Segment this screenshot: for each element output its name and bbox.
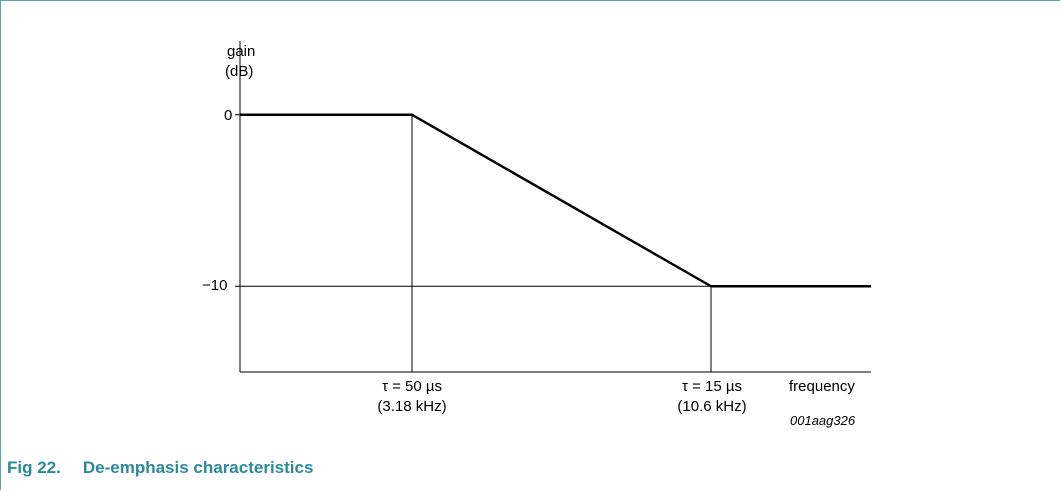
figure-caption: Fig 22. De-emphasis characteristics xyxy=(7,458,313,478)
caption-title: De-emphasis characteristics xyxy=(82,458,314,477)
figure-code: 001aag326 xyxy=(790,413,856,428)
marker-freq-10-6khz: (10.6 kHz) xyxy=(677,398,747,415)
marker-label-15us: τ = 15 µs xyxy=(681,378,742,395)
marker-label-50us: τ = 50 µs xyxy=(381,378,442,395)
y-tick-label-0: 0 xyxy=(224,107,233,124)
y-tick-label-minus10: −10 xyxy=(202,277,228,294)
y-axis-label-gain: gain xyxy=(227,43,256,60)
x-axis-label-frequency: frequency xyxy=(789,378,855,395)
caption-label: Fig 22. xyxy=(7,458,61,477)
gain-curve xyxy=(240,113,871,288)
marker-freq-3-18khz: (3.18 kHz) xyxy=(377,398,447,415)
y-axis-label-unit: (dB) xyxy=(225,63,254,80)
